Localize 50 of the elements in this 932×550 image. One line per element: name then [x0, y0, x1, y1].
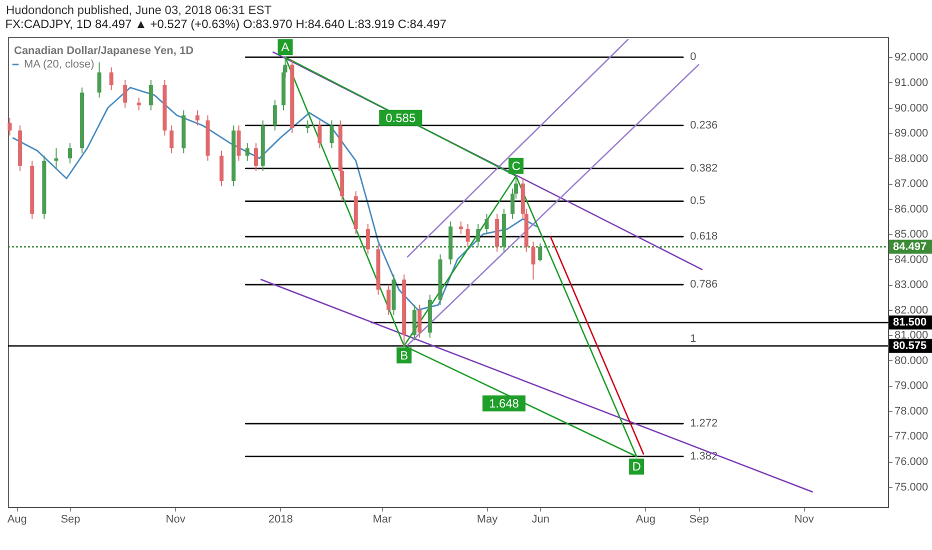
- series-label: 1.382: [690, 450, 718, 462]
- y-tick-label: 90.000: [894, 102, 928, 114]
- y-tick-label: 78.000: [894, 405, 928, 418]
- x-tick-label: Sep: [689, 514, 709, 526]
- y-tick-label: 92.000: [894, 52, 928, 64]
- y-tick-label: 76.000: [894, 456, 928, 468]
- x-tick-label: Jun: [532, 514, 550, 526]
- series-label: 0: [690, 51, 696, 64]
- series-label: 0.382: [690, 162, 718, 174]
- legend-label: MA (20, close): [24, 58, 94, 70]
- annotation: 1.648: [488, 396, 520, 410]
- chart-title: FX:CADJPY, 1D 84.497 ▲ +0.527 (+0.63%) O:83.970 H:84.640 L:83.919 C:84.497: [5, 17, 447, 31]
- y-tick-label: 89.000: [894, 128, 928, 140]
- series-label: 0.236: [690, 119, 718, 132]
- annotation: 0.585: [386, 110, 416, 125]
- y-tick-label: 79.000: [894, 380, 928, 392]
- annotation: A: [281, 40, 290, 54]
- y-tick-label: 85.000: [894, 228, 928, 241]
- y-tick-label: 91.000: [894, 76, 928, 89]
- annotation: D: [632, 460, 642, 474]
- y-tick-label: 83.000: [894, 279, 928, 292]
- x-tick-label: Mar: [372, 514, 392, 526]
- annotation: 1: [690, 332, 696, 345]
- annotation: Canadian Dollar/Japanese Yen, 1D: [14, 45, 194, 57]
- ref-line-label: 80.575: [893, 340, 927, 352]
- y-tick-label: 88.000: [894, 152, 928, 165]
- annotation: C: [512, 158, 521, 173]
- y-tick-label: 80.000: [894, 354, 928, 367]
- annotation: B: [400, 348, 408, 362]
- x-tick-label: Nov: [166, 514, 186, 526]
- x-tick-label: Nov: [794, 514, 814, 526]
- ref-line-label: 84.497: [893, 240, 927, 253]
- series-label: 0.618: [690, 230, 718, 243]
- series-label: 0.5: [690, 195, 706, 208]
- x-tick-label: Aug: [7, 514, 27, 526]
- x-tick-label: May: [476, 514, 498, 526]
- x-tick-label: 2018: [268, 514, 293, 526]
- text: Hudondonch published, June 03, 2018 06:31 EST: [5, 2, 273, 18]
- series-label: 81.500: [893, 316, 927, 329]
- y-tick-label: 77.000: [894, 430, 928, 443]
- y-tick-label: 87.000: [894, 178, 928, 190]
- x-tick-label: Aug: [636, 514, 656, 526]
- y-tick-label: 81.000: [894, 330, 928, 342]
- y-tick-label: 86.000: [894, 203, 928, 216]
- x-tick-label: Sep: [60, 514, 80, 526]
- y-tick-label: 84.000: [894, 254, 928, 266]
- y-tick-label: 82.000: [894, 304, 928, 316]
- series-label: 0.786: [690, 278, 718, 291]
- series-label: 1.272: [690, 418, 718, 430]
- y-tick-label: 75.000: [894, 481, 928, 494]
